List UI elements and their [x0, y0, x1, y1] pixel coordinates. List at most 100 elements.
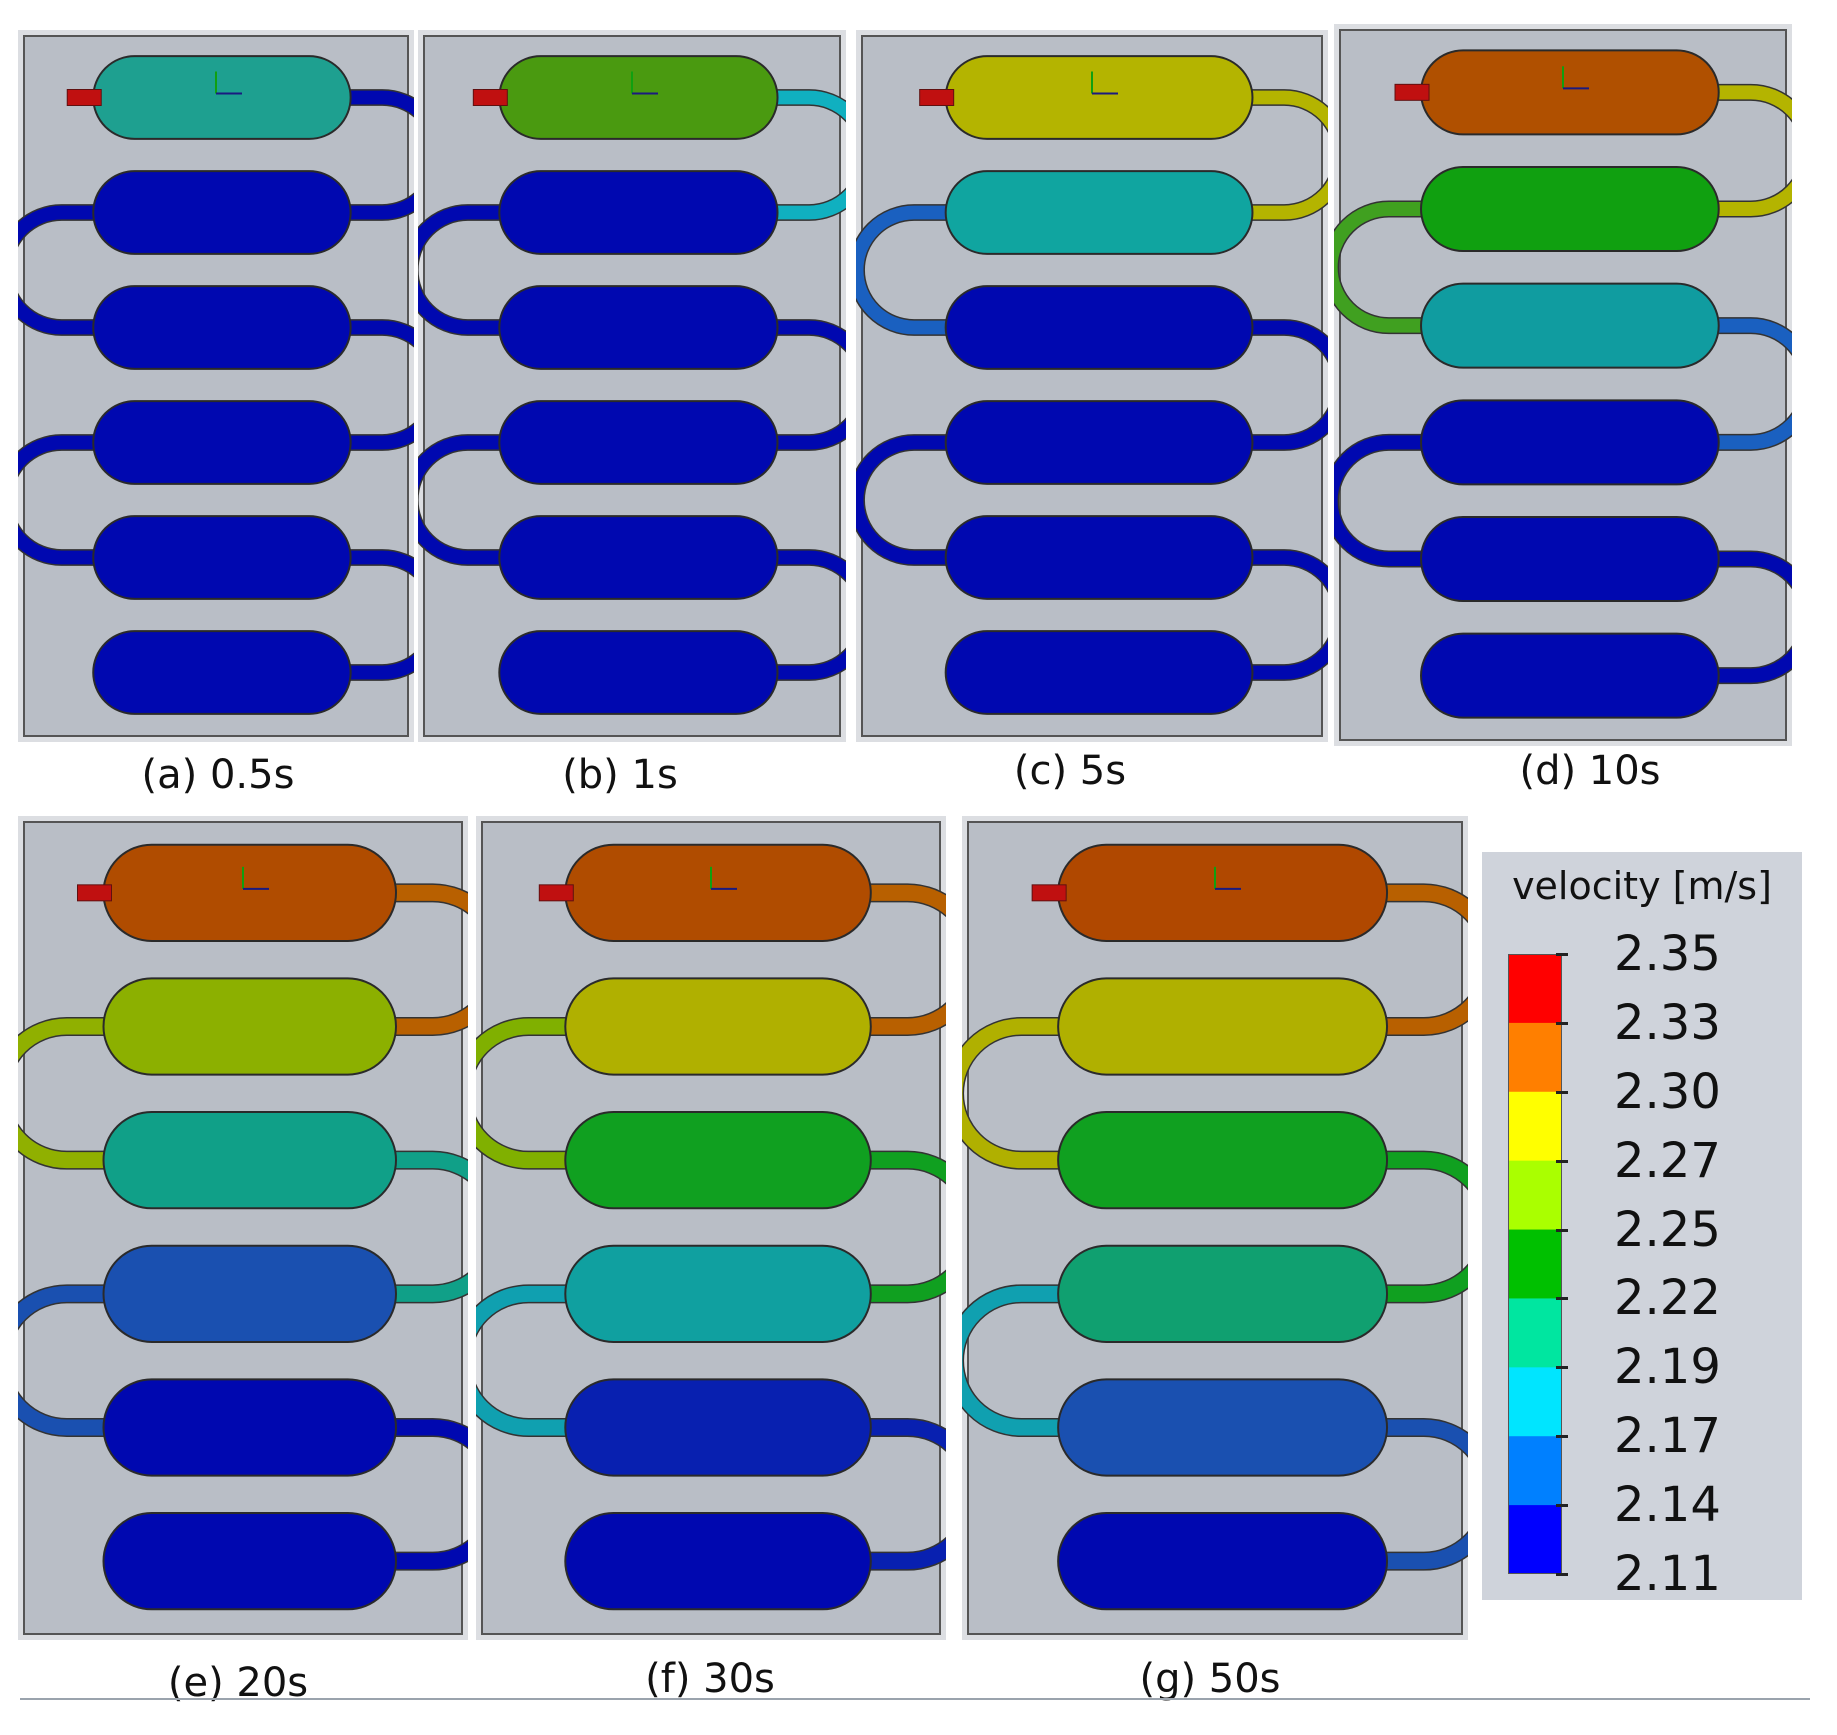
- link-tube-5: [866, 1419, 946, 1570]
- serpentine-channel-c: [856, 35, 1328, 737]
- chamber-6: [102, 1512, 397, 1611]
- chamber-3: [944, 285, 1254, 370]
- chamber-2: [564, 977, 872, 1076]
- legend-tick-label: 2.17: [1614, 1408, 1721, 1465]
- legend-colorbar: [1508, 954, 1562, 1574]
- link-tube-5: [1714, 552, 1792, 683]
- link-tube-2: [476, 1018, 570, 1169]
- axis-triad-icon: [1562, 66, 1589, 90]
- legend-band-8: [1508, 1436, 1562, 1506]
- caption-d: (d) 10s: [1519, 748, 1661, 794]
- panel-a: [18, 30, 414, 742]
- legend-band-5: [1508, 1229, 1562, 1299]
- chamber-1: [102, 843, 397, 942]
- chamber-2: [498, 170, 779, 255]
- legend-tick-mark: [1556, 1021, 1568, 1025]
- legend-tick-mark: [1556, 1573, 1568, 1576]
- chamber-3: [102, 1111, 397, 1210]
- chamber-3: [498, 285, 779, 370]
- link-tube-3: [346, 320, 414, 450]
- serpentine-channel-b: [418, 35, 846, 737]
- axis-triad-icon: [1214, 866, 1241, 890]
- chamber-4: [1420, 399, 1720, 486]
- link-tube-2: [856, 205, 950, 335]
- chamber-2: [92, 170, 352, 255]
- panel-e: [18, 816, 468, 1640]
- chamber-2: [1420, 166, 1720, 252]
- link-tube-3: [1248, 320, 1328, 450]
- link-tube-5: [346, 550, 414, 680]
- link-tube-2: [418, 205, 504, 335]
- chamber-4: [102, 1244, 397, 1343]
- link-tube-1: [1383, 884, 1468, 1035]
- legend-tick-label: 2.11: [1614, 1546, 1721, 1602]
- panel-f: [476, 816, 946, 1640]
- legend-title: velocity [m/s]: [1512, 864, 1772, 908]
- legend-tick-label: 2.30: [1614, 1063, 1721, 1120]
- legend-tick-label: 2.35: [1614, 926, 1721, 982]
- legend-tick-label: 2.19: [1614, 1339, 1721, 1396]
- serpentine-channel-a: [18, 35, 414, 737]
- chamber-5: [1057, 1378, 1389, 1477]
- chamber-1: [498, 55, 779, 140]
- legend-band-7: [1508, 1367, 1562, 1437]
- caption-b: (b) 1s: [562, 752, 678, 798]
- chamber-5: [498, 515, 779, 600]
- legend-tick-mark: [1556, 1504, 1568, 1508]
- bottom-divider: [20, 1698, 1810, 1700]
- axis-triad-icon: [1091, 71, 1118, 95]
- chamber-5: [92, 515, 352, 600]
- legend-tick-mark: [1556, 1435, 1568, 1439]
- legend-tick-mark: [1556, 1366, 1568, 1370]
- link-tube-4: [856, 435, 950, 565]
- link-tube-2: [18, 1018, 108, 1169]
- chamber-3: [92, 285, 352, 370]
- link-tube-2: [962, 1018, 1063, 1169]
- serpentine-channel-d: [1334, 29, 1792, 741]
- caption-f: (f) 30s: [645, 1656, 775, 1702]
- link-tube-3: [773, 320, 846, 450]
- legend-tick-mark: [1556, 1159, 1568, 1163]
- link-tube-5: [1248, 550, 1328, 680]
- chamber-2: [1057, 977, 1389, 1076]
- link-tube-1: [1714, 85, 1792, 216]
- serpentine-channel-f: [476, 821, 946, 1635]
- legend-tick-label: 2.27: [1614, 1132, 1721, 1189]
- caption-g: (g) 50s: [1139, 1656, 1281, 1702]
- chamber-3: [1420, 282, 1720, 369]
- chamber-4: [498, 400, 779, 485]
- chamber-6: [564, 1512, 872, 1611]
- velocity-legend: velocity [m/s] 2.35 2.33 2.30 2.27 2.25 2.22 2…: [1482, 852, 1802, 1600]
- chamber-6: [92, 630, 352, 715]
- chamber-4: [944, 400, 1254, 485]
- legend-band-3: [1508, 1091, 1562, 1162]
- chamber-3: [1057, 1111, 1389, 1210]
- legend-tick-mark: [1556, 953, 1568, 956]
- chamber-4: [92, 400, 352, 485]
- serpentine-channel-e: [18, 821, 468, 1635]
- caption-c: (c) 5s: [1013, 748, 1127, 794]
- inlet-nozzle: [472, 89, 508, 106]
- chamber-2: [944, 170, 1254, 255]
- chamber-1: [1057, 843, 1389, 942]
- chamber-6: [1057, 1512, 1389, 1611]
- chamber-5: [102, 1378, 397, 1477]
- chamber-4: [1057, 1244, 1389, 1343]
- link-tube-4: [962, 1285, 1063, 1436]
- inlet-nozzle: [538, 884, 574, 902]
- link-tube-3: [392, 1152, 468, 1302]
- panel-d: [1334, 24, 1792, 746]
- legend-tick-mark: [1556, 1297, 1568, 1301]
- chamber-6: [944, 630, 1254, 715]
- link-tube-5: [392, 1419, 468, 1570]
- chamber-1: [564, 843, 872, 942]
- chamber-1: [92, 55, 352, 140]
- axis-triad-icon: [242, 866, 269, 890]
- axis-triad-icon: [631, 71, 658, 95]
- legend-tick-mark: [1556, 1090, 1568, 1094]
- chamber-1: [1420, 49, 1720, 136]
- chamber-6: [498, 630, 779, 715]
- axis-triad-icon: [215, 71, 242, 95]
- link-tube-2: [18, 205, 98, 335]
- link-tube-1: [866, 884, 946, 1035]
